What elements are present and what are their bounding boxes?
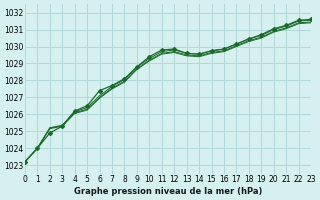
X-axis label: Graphe pression niveau de la mer (hPa): Graphe pression niveau de la mer (hPa) [74, 187, 262, 196]
